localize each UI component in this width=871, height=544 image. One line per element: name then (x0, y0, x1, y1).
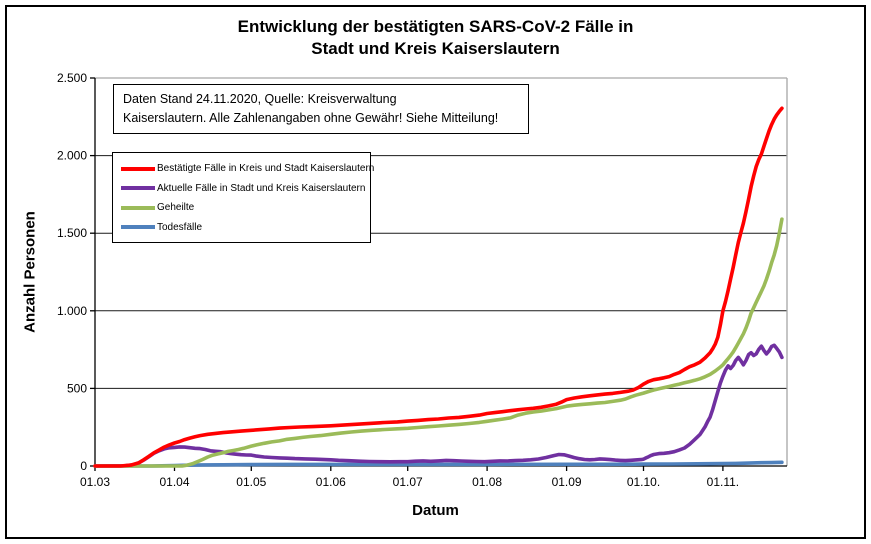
x-axis-title: Datum (412, 502, 459, 519)
series-line (93, 343, 784, 468)
x-tick-label: 01.09 (552, 475, 582, 489)
y-tick-label: 1.500 (57, 226, 87, 240)
source-note-line1: Daten Stand 24.11.2020, Quelle: Kreisver… (123, 92, 397, 106)
y-tick-label: 0 (80, 459, 87, 473)
y-tick-label: 500 (67, 381, 87, 395)
y-axis-title: Anzahl Personen (21, 211, 39, 333)
chart-title: Entwicklung der bestätigten SARS-CoV-2 F… (0, 16, 871, 60)
legend-line-swatch (121, 225, 155, 230)
source-note-line2: Kaiserslautern. Alle Zahlenangaben ohne … (123, 111, 499, 125)
legend-line-swatch (121, 166, 155, 171)
legend-item: Aktuelle Fälle in Stadt und Kreis Kaiser… (121, 179, 366, 199)
legend-item-label: Bestätigte Fälle in Kreis und Stadt Kais… (157, 163, 375, 175)
legend-item-label: Todesfälle (157, 221, 203, 233)
chart-title-line1: Entwicklung der bestätigten SARS-CoV-2 F… (237, 17, 634, 36)
y-tick-label: 1.000 (57, 304, 87, 318)
legend-item: Bestätigte Fälle in Kreis und Stadt Kais… (121, 159, 374, 179)
legend: Bestätigte Fälle in Kreis und Stadt Kais… (112, 152, 374, 243)
legend-item: Geheilte (121, 198, 364, 218)
x-tick-label: 01.11. (707, 475, 739, 489)
series-line (93, 106, 784, 468)
x-tick-label: 01.08 (472, 475, 502, 489)
y-tick-label: 2.500 (57, 71, 87, 85)
legend-line-swatch (121, 186, 155, 191)
x-tick-label: 01.04 (159, 475, 189, 489)
source-note: Daten Stand 24.11.2020, Quelle: Kreisver… (113, 84, 529, 134)
chart-title-line2: Stadt und Kreis Kaiserslautern (311, 39, 560, 58)
x-tick-label: 01.10. (627, 475, 660, 489)
x-tick-label: 01.03 (80, 475, 110, 489)
x-tick-label: 01.07 (393, 475, 423, 489)
x-tick-label: 01.06 (316, 475, 346, 489)
legend-item: Todesfälle (121, 218, 364, 238)
series-line (93, 217, 784, 468)
legend-line-swatch (121, 205, 155, 210)
y-tick-label: 2.000 (57, 149, 87, 163)
legend-item-label: Aktuelle Fälle in Stadt und Kreis Kaiser… (157, 182, 366, 194)
x-tick-label: 01.05 (236, 475, 266, 489)
legend-item-label: Geheilte (157, 202, 195, 214)
